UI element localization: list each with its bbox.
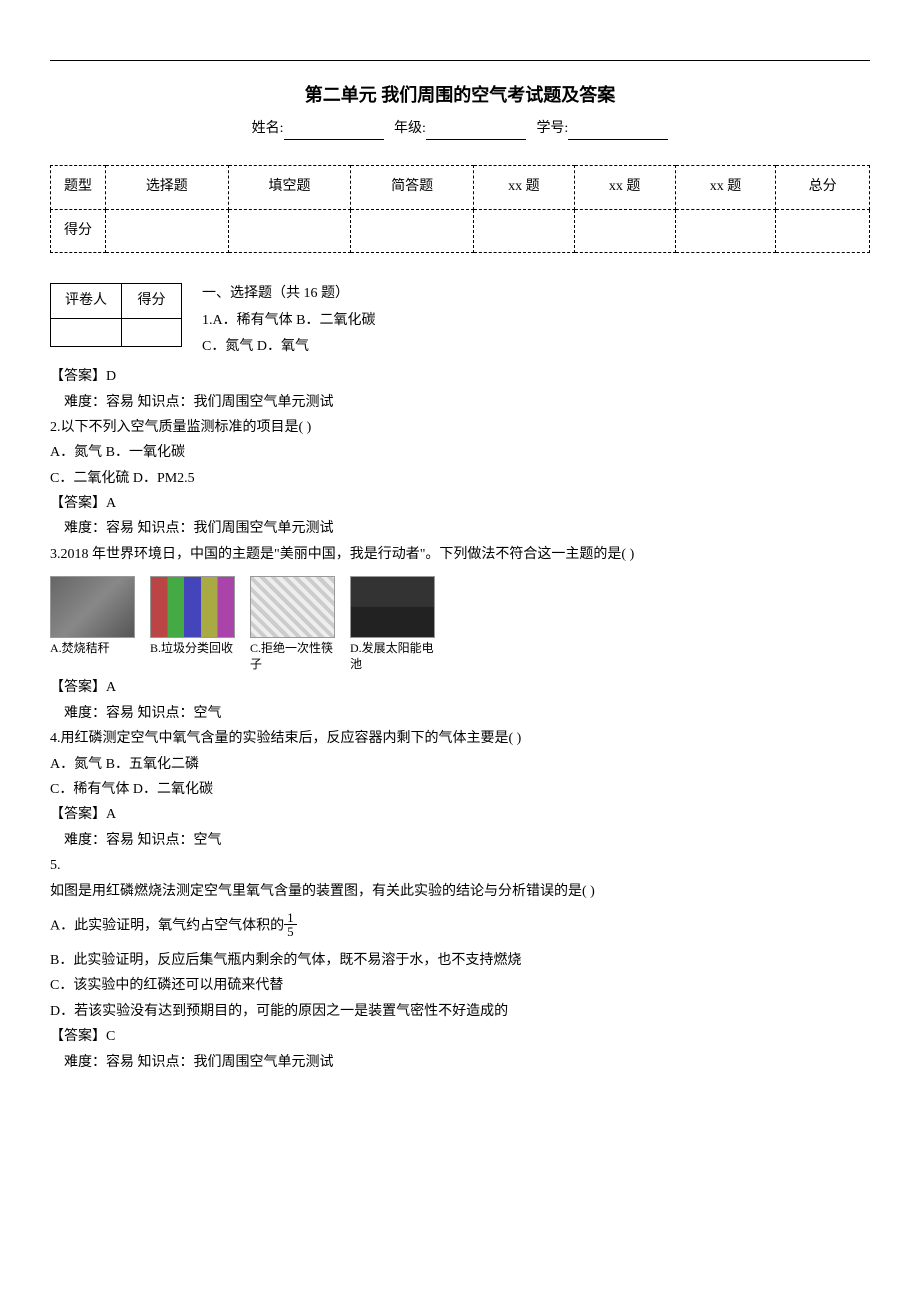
q2-text: 2.以下不列入空气质量监测标准的项目是( ): [50, 417, 870, 439]
name-label: 姓名:: [252, 121, 284, 136]
q4-text: 4.用红磷测定空气中氧气含量的实验结束后，反应容器内剩下的气体主要是( ): [50, 728, 870, 750]
q5-opt-d: D．若该实验没有达到预期目的，可能的原因之一是装置气密性不好造成的: [50, 1001, 870, 1023]
q3-image-d: [350, 576, 435, 638]
page-divider: [50, 60, 870, 61]
document-title: 第二单元 我们周围的空气考试题及答案: [50, 81, 870, 110]
table-cell: 选择题: [106, 166, 229, 209]
table-cell: [574, 209, 675, 252]
table-cell: 简答题: [351, 166, 474, 209]
q3-image-c: [250, 576, 335, 638]
grader-score-blank: [122, 319, 182, 347]
q5-num: 5.: [50, 855, 870, 877]
grade-blank: [426, 124, 526, 140]
q4-meta: 难度：容易 知识点：空气: [50, 830, 870, 852]
grader-table: 评卷人 得分: [50, 283, 182, 347]
fraction-icon: 15: [284, 911, 297, 938]
q4-answer: 【答案】A: [50, 804, 870, 826]
q2-meta: 难度：容易 知识点：我们周围空气单元测试: [50, 518, 870, 540]
q1-line1: 1.A．稀有气体 B．二氧化碳: [202, 310, 375, 332]
table-cell: [228, 209, 351, 252]
grader-reviewer-label: 评卷人: [51, 283, 122, 318]
q3-option-d: D.发展太阳能电池: [350, 576, 435, 672]
fraction-numerator: 1: [284, 911, 297, 925]
q1-meta: 难度：容易 知识点：我们周围空气单元测试: [50, 392, 870, 414]
table-row: 得分: [51, 209, 870, 252]
q2-opt-a: A．氮气 B．一氧化碳: [50, 442, 870, 464]
q5-opt-c: C．该实验中的红磷还可以用硫来代替: [50, 975, 870, 997]
q3-image-a: [50, 576, 135, 638]
grade-label: 年级:: [394, 121, 426, 136]
q3-caption-d: D.发展太阳能电池: [350, 641, 435, 672]
grader-reviewer-blank: [51, 319, 122, 347]
q3-caption-c: C.拒绝一次性筷子: [250, 641, 335, 672]
table-cell: [106, 209, 229, 252]
fraction-denominator: 5: [284, 925, 297, 938]
q1-answer: 【答案】D: [50, 366, 870, 388]
q3-option-a: A.焚烧秸秆: [50, 576, 135, 672]
q4-opt-a: A．氮气 B．五氧化二磷: [50, 754, 870, 776]
q5-answer: 【答案】C: [50, 1026, 870, 1048]
table-cell: [675, 209, 776, 252]
table-cell: [351, 209, 474, 252]
q3-option-c: C.拒绝一次性筷子: [250, 576, 335, 672]
table-cell: xx 题: [473, 166, 574, 209]
q3-text: 3.2018 年世界环境日，中国的主题是"美丽中国，我是行动者"。下列做法不符合…: [50, 544, 870, 566]
section-1-header: 一、选择题（共 16 题）: [202, 283, 375, 305]
table-cell: xx 题: [574, 166, 675, 209]
grader-section: 评卷人 得分 一、选择题（共 16 题） 1.A．稀有气体 B．二氧化碳 C．氮…: [50, 283, 870, 361]
table-row: 题型 选择题 填空题 简答题 xx 题 xx 题 xx 题 总分: [51, 166, 870, 209]
score-table: 题型 选择题 填空题 简答题 xx 题 xx 题 xx 题 总分 得分: [50, 165, 870, 253]
id-label: 学号:: [536, 121, 568, 136]
table-cell: 得分: [51, 209, 106, 252]
grader-score-label: 得分: [122, 283, 182, 318]
table-cell: [776, 209, 870, 252]
q3-option-images: A.焚烧秸秆 B.垃圾分类回收 C.拒绝一次性筷子 D.发展太阳能电池: [50, 576, 870, 672]
table-cell: xx 题: [675, 166, 776, 209]
q3-answer: 【答案】A: [50, 677, 870, 699]
q5-text: 如图是用红磷燃烧法测定空气里氧气含量的装置图，有关此实验的结论与分析错误的是( …: [50, 881, 870, 903]
q3-option-b: B.垃圾分类回收: [150, 576, 235, 672]
q5-opt-a: A．此实验证明，氧气约占空气体积的15: [50, 913, 870, 940]
q3-caption-a: A.焚烧秸秆: [50, 641, 110, 657]
student-info-line: 姓名: 年级: 学号:: [50, 118, 870, 140]
table-cell: [473, 209, 574, 252]
q2-opt-c: C．二氧化硫 D．PM2.5: [50, 468, 870, 490]
table-cell: 填空题: [228, 166, 351, 209]
id-blank: [568, 124, 668, 140]
table-cell: 题型: [51, 166, 106, 209]
table-cell: 总分: [776, 166, 870, 209]
name-blank: [284, 124, 384, 140]
q2-answer: 【答案】A: [50, 493, 870, 515]
q3-meta: 难度：容易 知识点：空气: [50, 703, 870, 725]
q4-opt-c: C．稀有气体 D．二氧化碳: [50, 779, 870, 801]
q3-image-b: [150, 576, 235, 638]
q5-meta: 难度：容易 知识点：我们周围空气单元测试: [50, 1052, 870, 1074]
q5-opt-a-text: A．此实验证明，氧气约占空气体积的: [50, 919, 284, 934]
q5-opt-b: B．此实验证明，反应后集气瓶内剩余的气体，既不易溶于水，也不支持燃烧: [50, 950, 870, 972]
q1-line2: C．氮气 D．氧气: [202, 336, 375, 358]
q3-caption-b: B.垃圾分类回收: [150, 641, 233, 657]
